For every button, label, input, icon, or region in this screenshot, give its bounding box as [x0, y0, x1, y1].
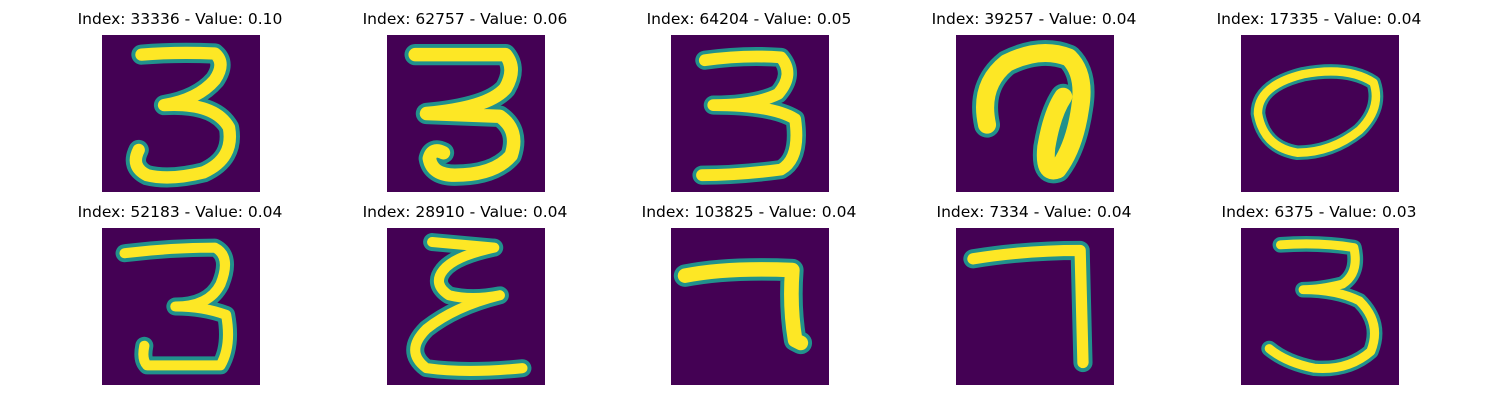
panel-title: Index: 28910 - Value: 0.04 [362, 203, 568, 221]
panel-title: Index: 6375 - Value: 0.03 [1221, 203, 1417, 221]
panel-6: Index: 52183 - Value: 0.04 [78, 201, 282, 391]
digit-image [671, 35, 829, 192]
digit-image [102, 228, 260, 385]
digit-image [387, 35, 545, 192]
panel-5: Index: 17335 - Value: 0.04 [1217, 8, 1421, 198]
panel-title: Index: 7334 - Value: 0.04 [936, 203, 1132, 221]
panel-7: Index: 28910 - Value: 0.04 [363, 201, 567, 391]
panel-title: Index: 62757 - Value: 0.06 [362, 10, 568, 28]
panel-title: Index: 103825 - Value: 0.04 [641, 203, 857, 221]
digit-image [1241, 228, 1399, 385]
digit-image [956, 35, 1114, 192]
panel-title: Index: 17335 - Value: 0.04 [1216, 10, 1422, 28]
panel-1: Index: 33336 - Value: 0.10 [78, 8, 282, 198]
panel-3: Index: 64204 - Value: 0.05 [647, 8, 851, 198]
panel-title: Index: 33336 - Value: 0.10 [77, 10, 283, 28]
digit-image [102, 35, 260, 192]
digit-image [956, 228, 1114, 385]
panel-8: Index: 103825 - Value: 0.04 [642, 201, 856, 391]
digit-image [1241, 35, 1399, 192]
panel-title: Index: 39257 - Value: 0.04 [931, 10, 1137, 28]
panel-2: Index: 62757 - Value: 0.06 [363, 8, 567, 198]
panel-title: Index: 64204 - Value: 0.05 [646, 10, 852, 28]
digit-image [671, 228, 829, 385]
panel-4: Index: 39257 - Value: 0.04 [932, 8, 1136, 198]
digit-image [387, 228, 545, 385]
panel-10: Index: 6375 - Value: 0.03 [1222, 201, 1416, 391]
panel-9: Index: 7334 - Value: 0.04 [937, 201, 1131, 391]
panel-title: Index: 52183 - Value: 0.04 [77, 203, 283, 221]
